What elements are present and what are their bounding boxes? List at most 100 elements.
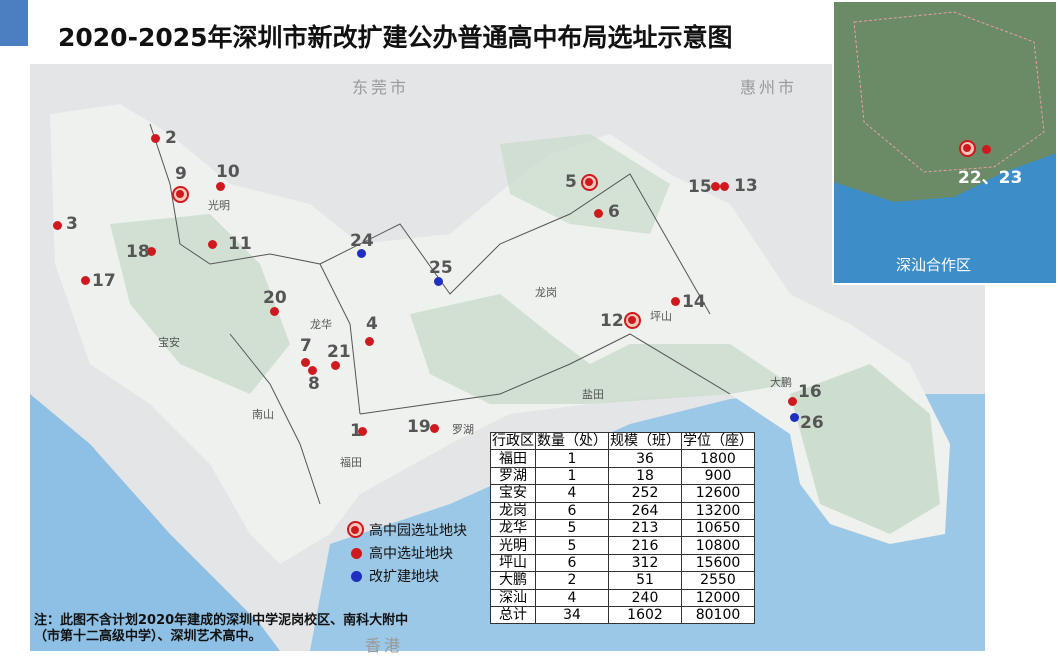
expand-marker[interactable]: [433, 276, 443, 286]
table-cell: 2: [535, 571, 609, 590]
table-cell: 264: [608, 501, 682, 520]
site-marker[interactable]: [357, 426, 367, 436]
site-marker[interactable]: [429, 423, 439, 433]
col-header: 行政区: [490, 431, 536, 451]
accent-bar: [0, 0, 28, 46]
site-marker[interactable]: [207, 239, 217, 249]
site-marker[interactable]: [215, 181, 225, 191]
marker-number: 11: [228, 234, 252, 254]
site-marker[interactable]: [307, 365, 317, 375]
table-cell: 36: [608, 449, 682, 468]
legend-label: 高中园选址地块: [369, 522, 467, 539]
inset-label: 深汕合作区: [896, 256, 972, 274]
park-marker[interactable]: [623, 311, 641, 329]
table-cell: 大鹏: [490, 571, 536, 590]
site-marker[interactable]: [670, 296, 680, 306]
table-row: 总计 34 1602 80100: [490, 605, 755, 625]
marker-number: 8: [308, 374, 320, 394]
table-row: 福田 1 36 1800: [490, 449, 755, 468]
table-cell: 深汕: [490, 588, 536, 607]
table-cell: 2550: [681, 571, 755, 590]
expand-marker-icon: [350, 571, 362, 582]
park-marker[interactable]: [171, 185, 189, 203]
marker-number: 15: [688, 177, 712, 197]
site-marker[interactable]: [710, 181, 720, 191]
site-marker[interactable]: [787, 396, 797, 406]
legend-item-expand: 改扩建地块: [345, 564, 467, 587]
table-cell: 216: [608, 536, 682, 555]
table-cell: 252: [608, 484, 682, 503]
footnote: 注：此图不含计划2020年建成的深圳中学泥岗校区、南科大附中（市第十二高级中学）…: [34, 613, 409, 644]
site-marker[interactable]: [593, 208, 603, 218]
marker-number: 24: [350, 231, 374, 251]
city-label: 惠州市: [740, 78, 798, 97]
site-marker[interactable]: [80, 275, 90, 285]
park-marker-icon: [346, 521, 364, 538]
expand-marker[interactable]: [356, 248, 366, 258]
table-cell: 240: [608, 588, 682, 607]
table-cell: 罗湖: [490, 466, 536, 486]
site-marker[interactable]: [269, 306, 279, 316]
district-label: 坪山: [650, 310, 672, 323]
marker-number: 19: [407, 417, 431, 437]
city-label: 东莞市: [352, 78, 410, 97]
district-label: 宝安: [158, 336, 180, 349]
table-cell: 1: [535, 449, 609, 468]
table-cell: 4: [535, 588, 609, 607]
marker-number: 6: [608, 202, 620, 222]
site-marker[interactable]: [300, 357, 310, 367]
marker-number: 26: [800, 413, 824, 433]
site-marker[interactable]: [364, 336, 374, 346]
site-marker[interactable]: [981, 144, 991, 154]
marker-number: 2: [165, 128, 177, 148]
table-row: 宝安 4 252 12600: [490, 484, 755, 503]
marker-number: 21: [327, 342, 351, 362]
table-cell: 1800: [681, 449, 755, 468]
marker-number: 1: [350, 421, 362, 441]
district-label: 南山: [252, 408, 274, 421]
table-cell: 福田: [490, 449, 536, 468]
marker-number: 22、23: [958, 168, 1023, 188]
table-cell: 5: [535, 518, 609, 538]
site-marker[interactable]: [719, 181, 729, 191]
page-title: 2020-2025年深圳市新改扩建公办普通高中布局选址示意图: [58, 23, 733, 52]
marker-number: 10: [216, 162, 240, 182]
table-row: 罗湖 1 18 900: [490, 466, 755, 486]
table-cell: 宝安: [490, 484, 536, 503]
legend-item-park: 高中园选址地块: [345, 518, 467, 541]
marker-number: 12: [600, 311, 624, 331]
table-cell: 龙华: [490, 518, 536, 538]
col-header: 规模（班）: [608, 431, 682, 451]
marker-number: 20: [263, 288, 287, 308]
table-cell: 4: [535, 484, 609, 503]
district-label: 罗湖: [452, 423, 474, 436]
table-cell: 312: [608, 553, 682, 573]
table-cell: 5: [535, 536, 609, 555]
legend-label: 高中选址地块: [369, 545, 453, 562]
inset-base: [834, 2, 1056, 283]
table-cell: 80100: [681, 605, 755, 625]
expand-marker[interactable]: [789, 412, 799, 422]
site-marker-icon: [350, 548, 362, 559]
site-marker[interactable]: [330, 360, 340, 370]
district-label: 龙岗: [535, 286, 557, 299]
legend-item-site: 高中选址地块: [345, 541, 467, 564]
table-row: 深汕 4 240 12000: [490, 588, 755, 607]
table-cell: 10650: [681, 518, 755, 538]
site-marker[interactable]: [150, 133, 160, 143]
district-label: 大鹏: [770, 376, 792, 389]
park-marker[interactable]: [958, 139, 976, 157]
park-marker[interactable]: [580, 173, 598, 191]
table-cell: 10800: [681, 536, 755, 555]
site-marker[interactable]: [52, 220, 62, 230]
marker-number: 14: [682, 292, 706, 312]
district-label: 龙华: [310, 318, 332, 331]
city-label: 香港: [365, 636, 404, 655]
table-cell: 18: [608, 466, 682, 486]
table-cell: 12600: [681, 484, 755, 503]
col-header: 学位（座）: [681, 431, 755, 451]
marker-number: 13: [734, 176, 758, 196]
table-cell: 1: [535, 466, 609, 486]
table-cell: 51: [608, 571, 682, 590]
site-marker[interactable]: [146, 246, 156, 256]
